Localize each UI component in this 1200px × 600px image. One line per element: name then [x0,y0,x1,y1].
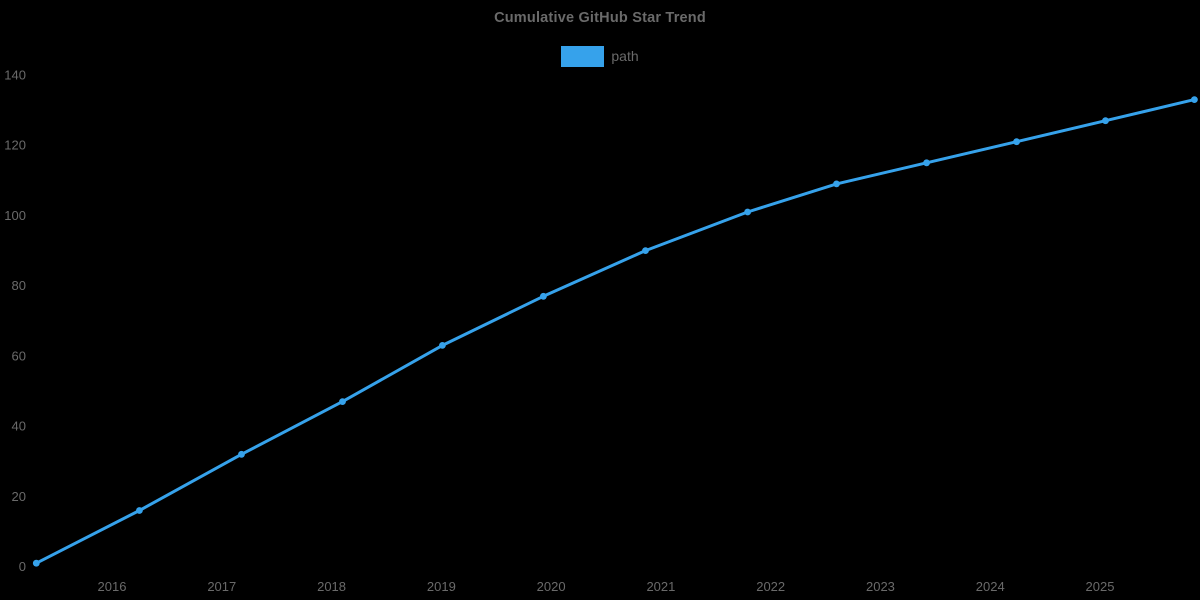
x-axis-tick-label: 2019 [427,579,456,594]
data-point [439,342,446,349]
y-axis-tick-label: 140 [4,68,26,83]
data-point [1013,138,1020,146]
x-axis-tick-label: 2024 [976,579,1005,594]
y-axis-tick-label: 40 [12,419,26,434]
x-axis-tick-label: 2018 [317,579,346,594]
series-line-path [34,98,1196,565]
y-axis-tick-label: 120 [4,138,26,153]
x-axis-tick-label: 2017 [207,579,236,594]
y-axis-tick-label: 80 [12,278,26,293]
data-point [833,180,840,188]
legend-label: path [611,48,639,64]
x-axis-tick-label: 2021 [646,579,675,594]
data-point [339,398,346,405]
chart-title: Cumulative GitHub Star Trend [494,10,706,26]
data-point [642,247,649,255]
data-point [744,208,751,216]
y-axis-tick-label: 100 [4,208,26,223]
y-axis-tick-label: 60 [12,348,26,363]
data-point [923,159,930,167]
y-axis-tick-label: 0 [19,559,26,574]
x-axis-tick-label: 2023 [866,579,895,594]
data-point [540,292,547,300]
legend-item-path[interactable]: path [561,46,639,67]
data-point [238,450,245,458]
x-axis-tick-label: 2020 [537,579,566,594]
legend-color-swatch [561,46,605,67]
data-point [1191,96,1198,103]
x-axis-tick-label: 2025 [1086,579,1115,594]
data-point [136,507,143,514]
y-axis-tick-label: 20 [12,489,26,504]
data-point [1102,117,1109,125]
x-axis-tick-label: 2022 [756,579,785,594]
x-axis-tick-label: 2016 [98,579,127,594]
legend: path [0,46,1200,67]
data-point [32,559,40,567]
